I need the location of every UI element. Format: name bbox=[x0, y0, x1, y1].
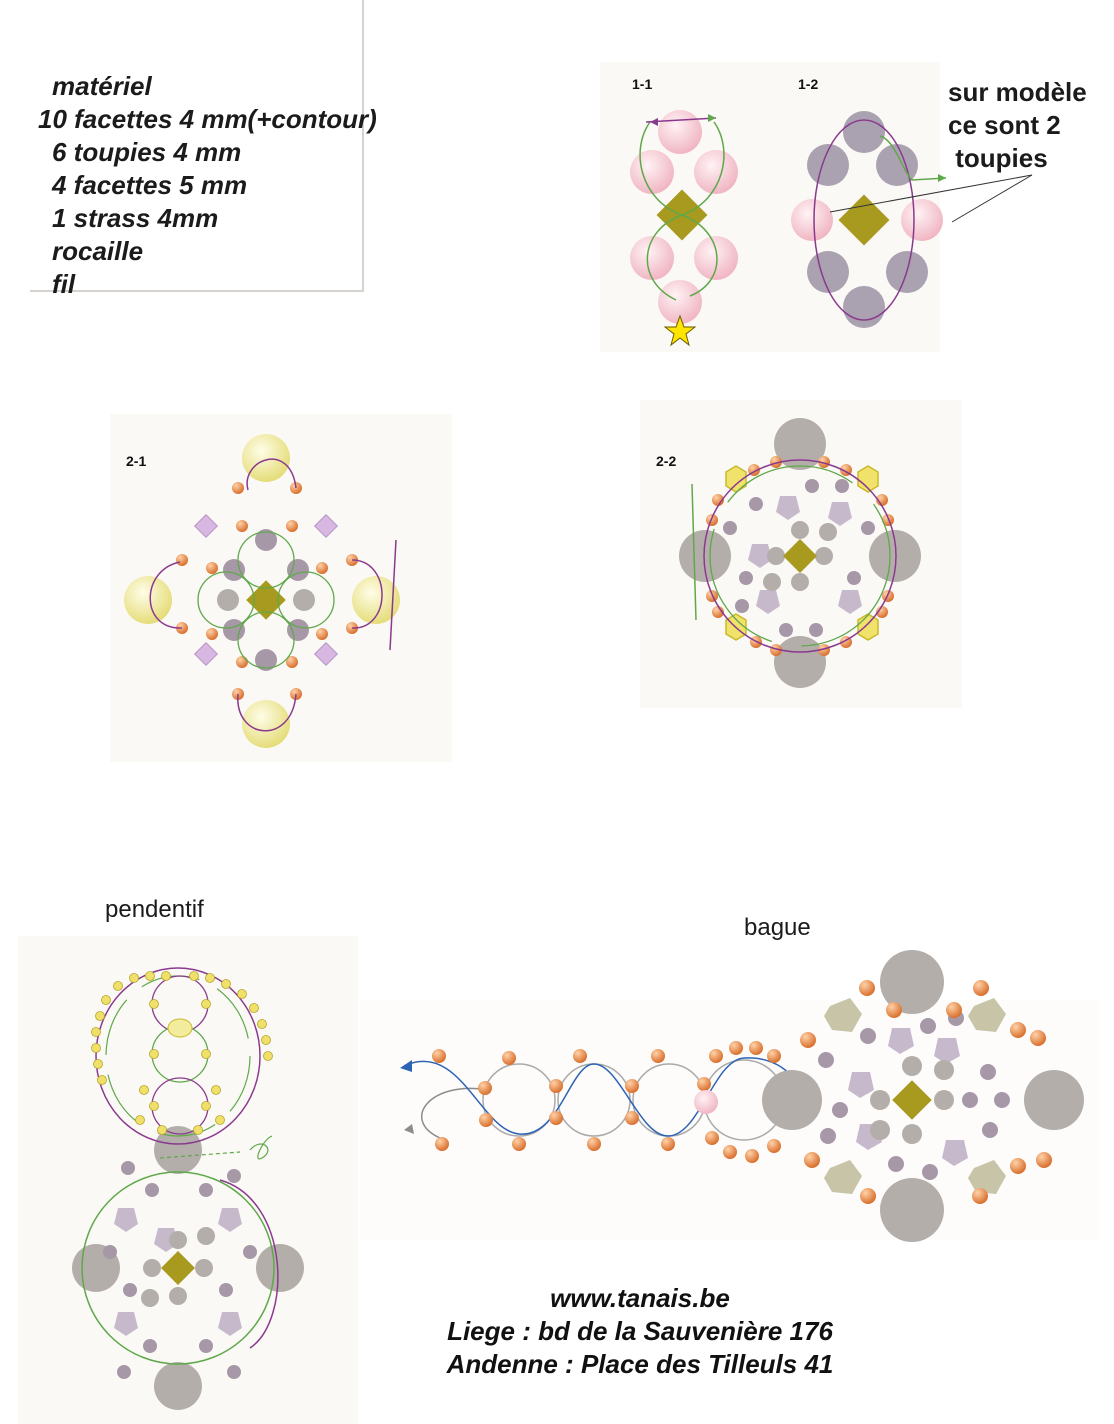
diagram-2-1 bbox=[124, 434, 400, 748]
pendant-diagram bbox=[72, 967, 304, 1410]
pendant-panel bbox=[18, 936, 358, 1424]
material-item: 6 toupies 4 mm bbox=[52, 137, 242, 167]
material-item: 10 facettes 4 mm(+contour) bbox=[38, 104, 377, 134]
step-label-2-2: 2-2 bbox=[656, 453, 677, 469]
material-item: 1 strass 4mm bbox=[52, 203, 219, 233]
material-item: fil bbox=[52, 269, 76, 299]
address-liege: Liege : bd de la Sauvenière 176 bbox=[447, 1316, 833, 1346]
diagram-1-2 bbox=[791, 111, 1033, 328]
ring-caption: bague bbox=[744, 914, 811, 941]
material-item: 4 facettes 5 mm bbox=[52, 170, 248, 200]
address-andenne: Andenne : Place des Tilleuls 41 bbox=[446, 1349, 834, 1379]
note-line: ce sont 2 bbox=[948, 110, 1061, 140]
materials-box bbox=[30, 0, 364, 292]
step-label-1-2: 1-2 bbox=[798, 76, 819, 92]
step-label-1-1: 1-1 bbox=[632, 76, 653, 92]
material-item: rocaille bbox=[52, 236, 144, 266]
pendant-caption: pendentif bbox=[105, 896, 204, 923]
materials-list: matériel 10 facettes 4 mm(+contour) 6 to… bbox=[38, 70, 377, 301]
diagram-2-2 bbox=[679, 418, 921, 688]
ring-diagram bbox=[400, 950, 1084, 1242]
website-link[interactable]: www.tanais.be bbox=[550, 1283, 730, 1313]
note-line: toupies bbox=[948, 143, 1048, 173]
contact-block: www.tanais.be Liege : bd de la Sauvenièr… bbox=[420, 1282, 860, 1381]
star-icon bbox=[663, 314, 697, 347]
materials-title: matériel bbox=[52, 71, 152, 101]
step-label-2-1: 2-1 bbox=[126, 453, 147, 469]
diagram-1-1 bbox=[630, 110, 738, 347]
note-line: sur modèle bbox=[948, 77, 1087, 107]
model-note: sur modèle ce sont 2 toupies bbox=[948, 76, 1087, 175]
